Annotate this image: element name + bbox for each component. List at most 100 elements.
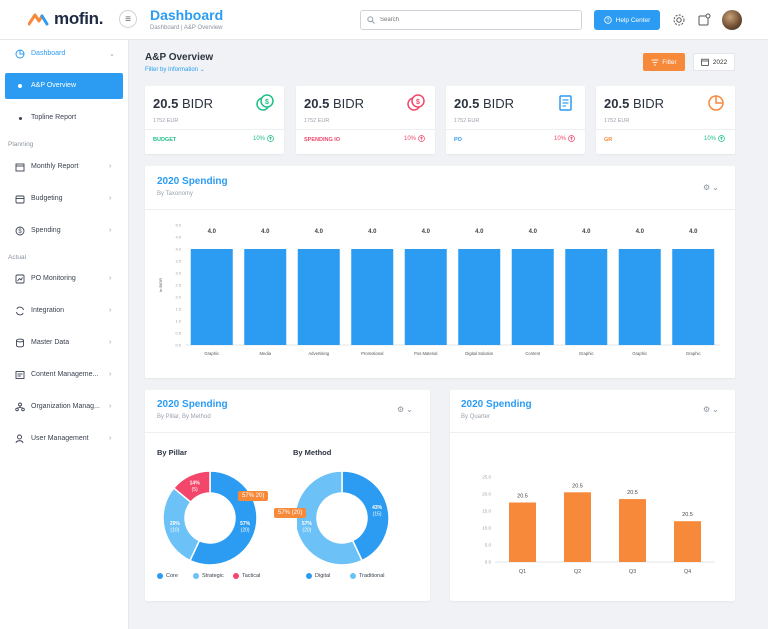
settings-icon[interactable] xyxy=(672,13,686,27)
kpi-percent: 10% xyxy=(404,135,425,142)
card-settings-button[interactable]: ⚙ ⌄ xyxy=(703,404,721,414)
kpi-card-gr[interactable]: 20.5 BIDR 1752 EUR GR 10% xyxy=(596,86,735,154)
y-tick-label: 5.0 xyxy=(175,223,181,228)
slice-label: 57% xyxy=(302,521,313,527)
spending-by-pillar-method-card: 2020 Spending By Pillar, By Method ⚙ ⌄ By… xyxy=(145,390,430,601)
sidebar-item-ap-overview[interactable]: A&P Overview xyxy=(5,73,123,99)
monitor-chart-icon xyxy=(15,274,25,284)
bar xyxy=(674,521,701,562)
sidebar-item-dashboard[interactable]: Dashboard ⌄ xyxy=(0,42,129,66)
sidebar-item-budgeting[interactable]: Budgeting › xyxy=(0,187,129,211)
data-label: 4.0 xyxy=(422,229,431,235)
kpi-subvalue: 1752 EUR xyxy=(304,118,330,124)
chevron-right-icon: › xyxy=(109,371,112,378)
bar xyxy=(351,249,394,345)
legend-traditional: Traditional xyxy=(350,573,384,579)
notification-icon[interactable] xyxy=(697,13,711,27)
slice-label: 14% xyxy=(190,480,201,486)
chevron-right-icon: › xyxy=(109,307,112,314)
logo-mark-icon xyxy=(28,13,49,26)
card-subtitle: By Taxonomy xyxy=(157,191,193,197)
sidebar-item-organization-management[interactable]: Organization Manag... › xyxy=(0,395,129,419)
sidebar-item-master-data[interactable]: Master Data › xyxy=(0,331,129,355)
arrow-up-icon xyxy=(418,135,425,142)
chevron-down-icon: ⌄ xyxy=(406,404,413,414)
by-pillar-heading: By Pillar xyxy=(157,448,188,457)
slice-label: 57% xyxy=(240,521,251,527)
y-tick-label: 1.0 xyxy=(175,319,181,324)
menu-toggle-button[interactable]: ≡ xyxy=(119,10,137,28)
svg-text:?: ? xyxy=(606,18,609,24)
data-label: 4.0 xyxy=(582,229,591,235)
card-title: 2020 Spending xyxy=(461,399,532,410)
sidebar-item-label: Integration xyxy=(31,307,65,314)
data-label: 20.5 xyxy=(627,490,638,496)
x-tick-label: Content xyxy=(525,351,541,356)
bar xyxy=(619,499,646,562)
calendar-icon xyxy=(15,163,25,172)
kpi-name: PO xyxy=(454,137,462,143)
chevron-down-icon: ⌄ xyxy=(712,404,719,414)
kpi-card-spending-io[interactable]: 20.5 BIDR 1752 EUR $ SPENDING IO 10% xyxy=(296,86,435,154)
x-tick-label: Q3 xyxy=(629,569,636,575)
avatar[interactable] xyxy=(722,10,742,30)
kpi-card-budget[interactable]: 20.5 BIDR 1752 EUR $ BUDGET 10% xyxy=(145,86,284,154)
y-tick-label: 0.0 xyxy=(175,343,181,348)
donut-slice xyxy=(172,470,211,504)
breadcrumb: Dashboard | A&P Overview xyxy=(150,25,223,31)
sidebar-item-label: Topline Report xyxy=(31,114,77,121)
slice-label: 29% xyxy=(170,521,181,527)
sidebar-item-monthly-report[interactable]: Monthly Report › xyxy=(0,155,129,179)
sidebar-item-label: Content Manageme... xyxy=(31,371,99,378)
chevron-right-icon: › xyxy=(109,195,112,202)
sidebar-item-content-management[interactable]: Content Manageme... › xyxy=(0,363,129,387)
y-tick-label: 10.0 xyxy=(482,526,491,531)
year-label: 2022 xyxy=(712,58,728,66)
search-box[interactable] xyxy=(360,10,582,30)
chevron-down-icon: ⌄ xyxy=(712,182,719,192)
year-selector[interactable]: 2022 xyxy=(693,53,735,71)
taxonomy-bar-chart: 0.0 0.5 1.0 1.5 2.0 2.5 3.0 3.5 4.0 4.5 5.0 In BIDR… xyxy=(158,223,720,356)
search-input[interactable] xyxy=(380,17,570,23)
filter-by-dropdown[interactable]: Filter by Information ⌄ xyxy=(145,66,205,73)
bar xyxy=(297,249,340,345)
y-axis-label: In BIDR xyxy=(158,278,163,292)
bar xyxy=(618,249,661,345)
card-settings-button[interactable]: ⚙ ⌄ xyxy=(397,404,415,414)
data-label: 4.0 xyxy=(315,229,324,235)
x-tick-label: Q1 xyxy=(519,569,526,575)
bar xyxy=(511,249,554,345)
kpi-percent: 10% xyxy=(554,135,575,142)
slice-label: 43% xyxy=(372,505,383,511)
y-tick-label: 2.0 xyxy=(175,295,181,300)
arrow-up-icon xyxy=(568,135,575,142)
content-icon xyxy=(15,371,25,379)
svg-text:$: $ xyxy=(265,99,269,106)
user-icon xyxy=(15,434,24,444)
sidebar-item-label: Monthly Report xyxy=(31,163,79,170)
sidebar-item-spending[interactable]: $ Spending › xyxy=(0,219,129,243)
sidebar-item-label: Budgeting xyxy=(31,195,63,202)
x-tick-label: Graphic xyxy=(686,351,701,356)
filter-button[interactable]: Filter xyxy=(643,53,685,71)
sync-icon xyxy=(16,306,24,316)
bar xyxy=(565,249,608,345)
logo-text: mofin. xyxy=(54,9,104,28)
svg-text:$: $ xyxy=(416,99,420,106)
card-title: 2020 Spending xyxy=(157,399,228,410)
sidebar-item-po-monitoring[interactable]: PO Monitoring › xyxy=(0,267,129,291)
kpi-value: 20.5 BIDR xyxy=(153,96,213,111)
help-center-button[interactable]: ? Help Center xyxy=(594,10,660,30)
kpi-card-po[interactable]: 20.5 BIDR 1752 EUR PO 10% xyxy=(446,86,585,154)
kpi-subvalue: 1752 EUR xyxy=(153,118,179,124)
document-icon xyxy=(559,95,572,111)
sidebar-item-integration[interactable]: Integration › xyxy=(0,299,129,323)
logo[interactable]: mofin. xyxy=(28,9,104,29)
card-settings-button[interactable]: ⚙ ⌄ xyxy=(703,182,721,192)
sidebar-item-topline-report[interactable]: Topline Report xyxy=(0,106,129,130)
data-label: 20.5 xyxy=(572,483,583,489)
y-tick-label: 5.0 xyxy=(485,543,492,548)
organization-icon xyxy=(15,402,25,412)
legend-digital: Digital xyxy=(306,573,330,579)
sidebar-item-user-management[interactable]: User Management › xyxy=(0,427,129,451)
